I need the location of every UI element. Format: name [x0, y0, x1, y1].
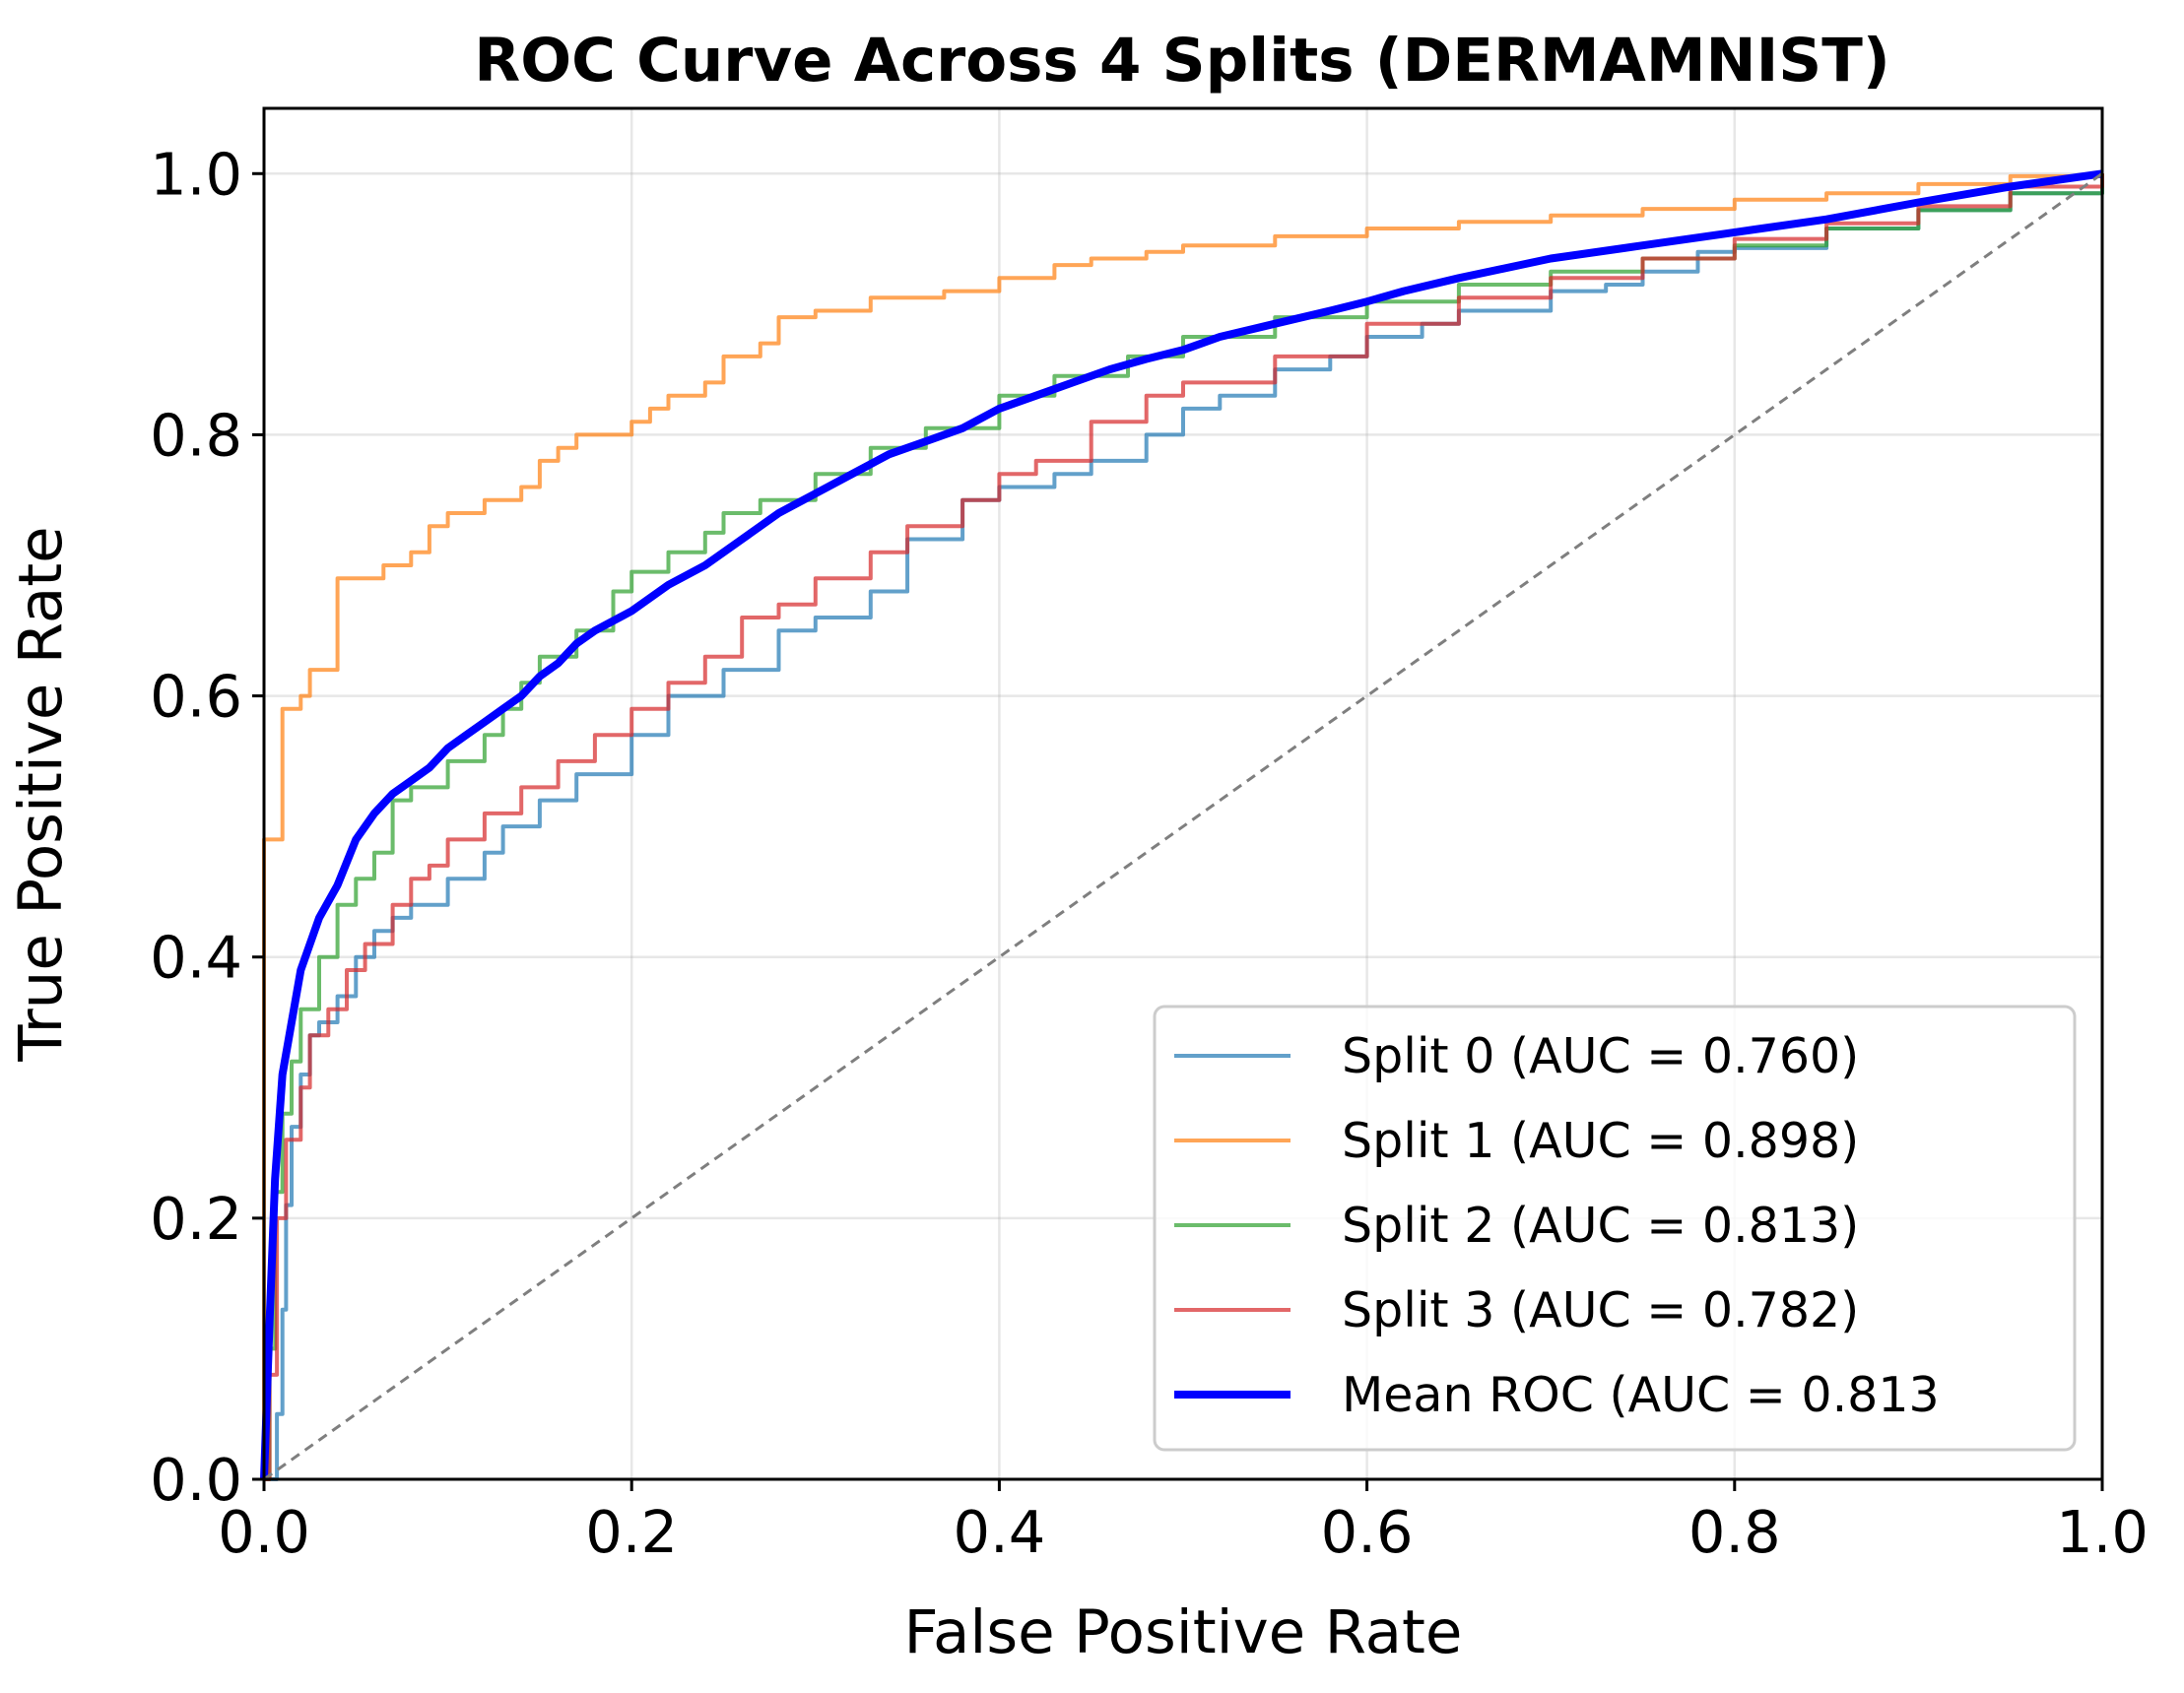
legend-label: Split 1 (AUC = 0.898)	[1342, 1113, 1859, 1169]
x-tick-label: 1.0	[2056, 1498, 2149, 1566]
legend: Split 0 (AUC = 0.760) Split 1 (AUC = 0.89…	[1153, 1005, 2077, 1452]
y-tick-label: 0.2	[150, 1185, 242, 1253]
y-tick-label: 0.6	[150, 663, 242, 731]
legend-label: Split 3 (AUC = 0.782)	[1342, 1282, 1859, 1338]
y-tick-label: 0.4	[150, 924, 242, 992]
chance-diagonal-line	[263, 172, 2103, 1481]
series-line-4	[260, 169, 2103, 1480]
legend-label: Split 0 (AUC = 0.760)	[1342, 1028, 1859, 1084]
series-line-0	[264, 173, 2104, 1481]
series-line-3	[264, 173, 2104, 1481]
y-tick-label: 0.8	[150, 401, 242, 469]
x-tick-label: 0.6	[1321, 1498, 1414, 1566]
x-tick-label: 0.4	[953, 1498, 1045, 1566]
x-tick-label: 0.0	[218, 1498, 310, 1566]
series-lines	[260, 169, 2104, 1481]
chart-title: ROC Curve Across 4 Splits (DERMAMNIST)	[474, 26, 1889, 96]
x-tick-label: 0.8	[1688, 1498, 1781, 1566]
y-tick-label: 0.0	[150, 1446, 242, 1514]
x-tick-label: 0.2	[585, 1498, 678, 1566]
legend-box	[1153, 1005, 2077, 1452]
y-tick-label: 1.0	[150, 140, 242, 208]
legend-label: Mean ROC (AUC = 0.813	[1342, 1367, 1940, 1423]
series-line-1	[262, 173, 2104, 1479]
plot-frame	[262, 106, 2104, 1481]
y-axis-label: True Positive Rate	[6, 526, 76, 1062]
axis-ticks: 0.0 0.2 0.4 0.6 0.8 1.0 0.0 0.2 0.4 0.6 0.8 1.0	[150, 140, 2149, 1566]
series-line-2	[264, 173, 2104, 1481]
x-axis-label: False Positive Rate	[904, 1597, 1463, 1667]
legend-label: Split 2 (AUC = 0.813)	[1342, 1198, 1859, 1254]
